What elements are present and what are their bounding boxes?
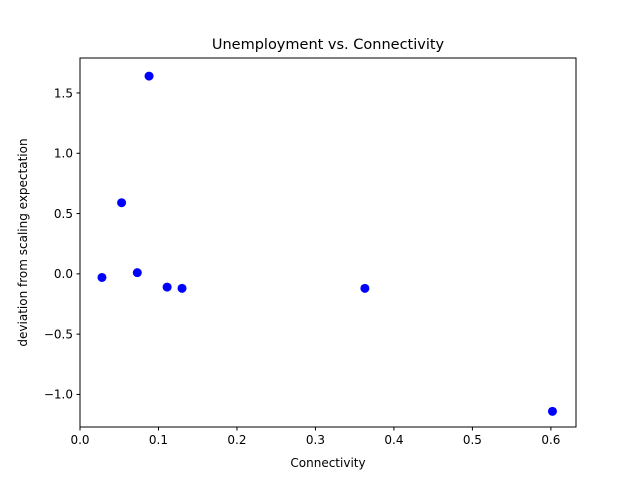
x-tick-label: 0.0	[70, 433, 89, 447]
y-tick-label: −1.0	[44, 388, 73, 402]
data-point	[132, 268, 142, 278]
x-tick-label: 0.5	[463, 433, 482, 447]
y-tick-label: 1.0	[54, 147, 73, 161]
data-point	[97, 272, 107, 282]
data-point	[547, 406, 557, 416]
x-tick-label: 0.6	[541, 433, 560, 447]
chart-title: Unemployment vs. Connectivity	[212, 37, 445, 53]
data-point	[177, 283, 187, 293]
x-axis-label: Connectivity	[290, 456, 365, 470]
data-point	[144, 71, 154, 81]
y-axis-label: deviation from scaling expectation	[16, 138, 30, 346]
data-point	[162, 282, 172, 292]
y-tick-label: 0.0	[54, 267, 73, 281]
x-tick-label: 0.3	[306, 433, 325, 447]
plot-frame	[79, 57, 577, 428]
y-tick-label: −0.5	[44, 327, 73, 341]
x-tick-label: 0.2	[227, 433, 246, 447]
x-tick-label: 0.1	[149, 433, 168, 447]
data-points	[97, 71, 557, 416]
x-tick-label: 0.4	[384, 433, 403, 447]
data-point	[117, 198, 127, 208]
y-tick-label: 0.5	[54, 207, 73, 221]
y-axis-ticks: −1.0 −0.5 0.0 0.5 1.0 1.5	[44, 86, 80, 402]
x-axis-ticks: 0.0 0.1 0.2 0.3 0.4 0.5 0.6	[70, 427, 560, 447]
data-point	[360, 283, 370, 293]
y-tick-label: 1.5	[54, 86, 73, 100]
